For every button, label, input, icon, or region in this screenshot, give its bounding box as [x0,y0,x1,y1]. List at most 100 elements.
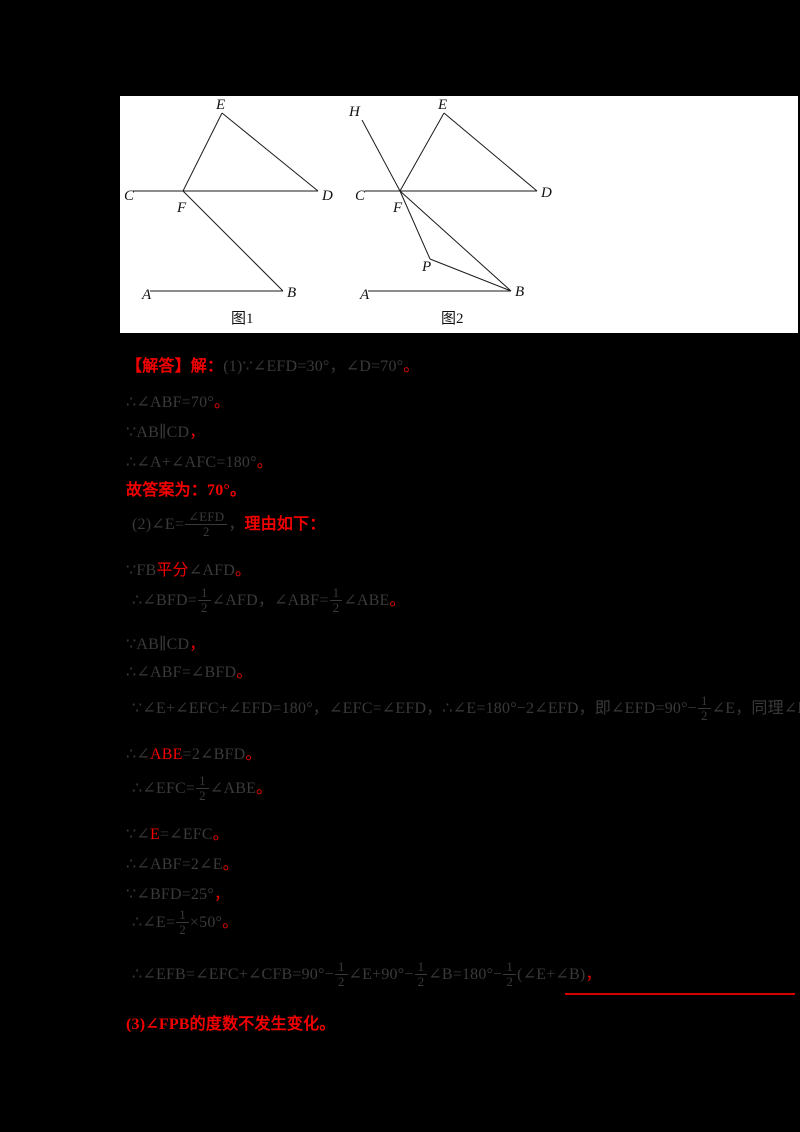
text: ∵AB∥CD [126,424,190,441]
fig1-point-label-B: B [287,285,296,301]
fig2-point-label-D: D [540,185,552,201]
geometry-figures: E C F D A B 图1 H E C F D P A B 图2 [124,97,552,327]
solution-line-19: (3)∠FPB的度数不发生变化。 [126,1010,335,1034]
solution-line-12: ∴∠ABE=2∠BFD。 [126,740,262,764]
text: ∴∠ABF=2∠E [126,856,223,873]
text: ∵∠BFD=25° [126,886,214,903]
red-period: 。 [212,826,229,843]
solution-line-13: ∴∠EFC= 1 2 ∠ABE。 [132,774,272,803]
text: (∠E+∠B) [517,966,586,983]
text: ∵AB∥CD [126,636,190,653]
red-period: 。 [256,780,273,797]
fraction-numerator: ∠EFD [185,510,228,525]
text: ∴∠E= [132,914,176,931]
red-comma: ， [189,424,206,441]
fraction-denominator: 2 [417,974,425,989]
text: =∠EFC [159,826,213,843]
solution-line-18: ∴∠EFB=∠EFC+∠CFB=90°− 1 2 ∠E+90°− 1 2 ∠B=180°− 1… [132,960,602,989]
solution-line-17: ∴∠E= 1 2 ×50°。 [132,908,238,937]
figure2-caption: 图2 [441,310,464,327]
fraction-denominator: 2 [202,524,210,539]
red-period: 。 [234,562,252,579]
solution-line-9: ∵AB∥CD， [126,630,205,654]
fraction-denominator: 2 [200,600,208,615]
part3-header: (3)∠FPB的度数不发生变化。 [126,1016,336,1033]
text: ∴∠ABF=∠BFD [126,664,237,681]
fraction-denominator: 2 [199,788,206,803]
text: ∠ABE [343,592,390,609]
fraction-denominator: 2 [332,600,340,615]
red-period: 。 [222,856,239,873]
text: ∠AFD [188,562,235,579]
red-period: 。 [389,592,406,609]
text: ∴∠ABF=70° [126,394,214,411]
reason-header: 理由如下： [244,516,326,533]
solution-line-10: ∴∠ABF=∠BFD。 [126,658,252,682]
text: ∴∠ [126,746,150,763]
solution-line-11: ∵∠E+∠EFC+∠EFD=180°，∠EFC=∠EFD，∴∠E=180°−2∠… [132,694,800,723]
fraction-numerator: 1 [334,960,348,975]
fig1-point-label-D: D [321,188,333,204]
text: ∠E，同理∠BFD=90°− [711,700,800,717]
fraction-denominator: 2 [700,708,708,723]
fraction-denominator: 2 [337,974,345,989]
text: ∴∠BFD= [132,592,197,609]
fraction-numerator: 1 [197,586,211,601]
fig1-point-label-E: E [215,97,225,113]
red-period: 。 [256,454,273,471]
text: ∠AFD，∠ABF= [211,592,329,609]
red-text: E [150,826,160,843]
fraction-denominator: 2 [506,974,514,989]
solution-line-7: ∵FB平分∠AFD。 [126,556,251,580]
solution-line-15: ∴∠ABF=2∠E。 [126,850,239,874]
text: ×50° [189,914,223,931]
fraction: ∠EFD 2 [185,510,228,539]
red-text: ABE [150,746,183,763]
solution-line-4: ∴∠A+∠AFC=180°。 [126,448,273,472]
fig1-point-label-F: F [176,200,187,216]
solution-line-14: ∵∠E=∠EFC。 [126,820,229,844]
fraction-numerator: 1 [414,960,428,975]
fraction-denominator: 2 [179,922,186,937]
fraction-numerator: 1 [697,694,711,709]
solution-line-8: ∴∠BFD= 1 2 ∠AFD，∠ABF= 1 2 ∠ABE。 [132,586,406,615]
text: (1)∵∠EFD=30°，∠D=70° [223,358,404,375]
fig2-point-label-E: E [437,97,447,113]
text: ∵∠ [126,826,150,843]
text: ∠B=180°− [428,966,503,983]
red-period: 。 [403,358,420,375]
text: ∠ABE [209,780,257,797]
text: ∠E+90°− [348,966,414,983]
figure-panel: E C F D A B 图1 H E C F D P A B 图2 [120,96,798,333]
fig2-point-label-H: H [348,104,361,120]
text: ∴∠EFB=∠EFC+∠CFB=90°− [132,966,334,983]
red-comma: ， [213,886,231,903]
fig2-point-label-P: P [421,259,431,275]
fig1-point-label-A: A [141,287,152,303]
solution-line-1: 【解答】解：(1)∵∠EFD=30°，∠D=70°。 [126,352,419,376]
red-period: 。 [245,746,262,763]
red-text: 平分 [156,562,189,579]
red-period: 。 [236,664,253,681]
fig2-point-label-A: A [359,287,370,303]
solution-line-2: ∴∠ABF=70°。 [126,388,230,412]
text: =2∠BFD [182,746,246,763]
red-underline [565,993,795,995]
solution-line-16: ∵∠BFD=25°， [126,880,230,904]
fig2-point-label-F: F [392,200,403,216]
fraction-numerator: 1 [329,586,343,601]
solution-line-6: (2)∠E= ∠EFD 2 ，理由如下： [132,510,326,539]
text: ∵∠E+∠EFC+∠EFD=180°，∠EFC=∠EFD，∴∠E=180°−2∠… [132,700,697,717]
figure2-lines [361,112,538,292]
figure1-caption: 图1 [231,310,254,327]
answer-header: 【解答】解： [126,358,224,375]
final-answer: 故答案为：70°。 [126,482,247,499]
fraction-numerator: 1 [176,908,189,923]
